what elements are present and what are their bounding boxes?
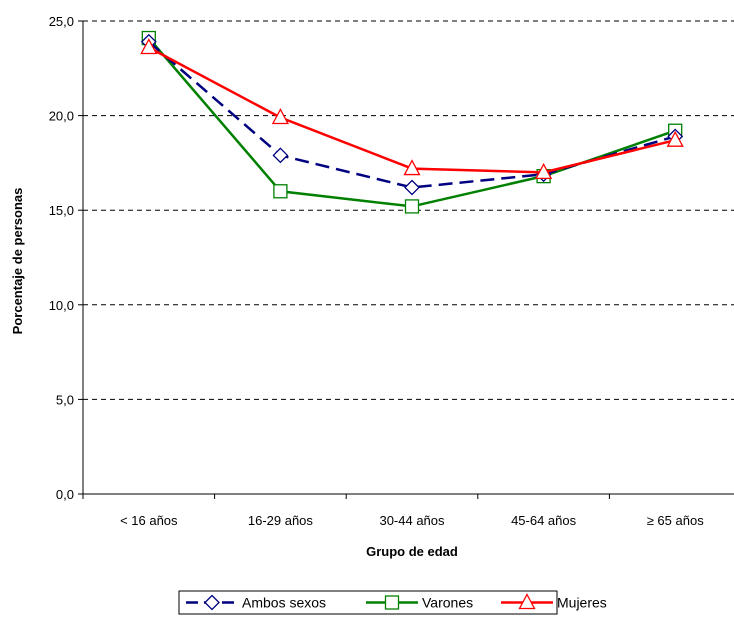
data-point-diamond	[204, 594, 220, 611]
y-tick-label: 0,0	[56, 487, 74, 502]
y-axis-title: Porcentaje de personas	[10, 188, 25, 335]
x-axis-title: Grupo de edad	[366, 544, 458, 559]
data-point-square	[404, 199, 420, 214]
y-tick-label: 5,0	[56, 392, 74, 407]
axes: 0,0 5,0 10,0 15,0 20,0 25,0 < 16 años 16-29 año…	[49, 14, 734, 528]
x-tick-label: 16-29 años	[248, 513, 314, 528]
legend-item: Mujeres	[501, 593, 607, 611]
data-point-square	[273, 184, 288, 199]
data-point-triangle	[140, 38, 158, 55]
legend-label: Varones	[422, 595, 473, 611]
x-tick-label: < 16 años	[120, 513, 178, 528]
x-tick-label: ≥ 65 años	[647, 513, 705, 528]
y-tick-label: 25,0	[49, 14, 74, 29]
legend-label: Mujeres	[557, 595, 607, 611]
data-series	[140, 30, 684, 214]
y-tick-label: 10,0	[49, 298, 74, 313]
x-tick-label: 30-44 años	[379, 513, 445, 528]
y-tick-label: 15,0	[49, 203, 74, 218]
data-point-triangle	[535, 162, 553, 180]
data-point-triangle	[518, 593, 536, 610]
legend-label: Ambos sexos	[242, 595, 326, 611]
legend-item: Ambos sexos	[186, 595, 326, 611]
data-point-diamond	[272, 147, 289, 164]
y-tick-label: 20,0	[49, 109, 74, 124]
data-point-triangle	[666, 130, 684, 147]
legend-item: Varones	[366, 595, 473, 611]
data-point-triangle	[271, 108, 289, 125]
x-tick-label: 45-64 años	[511, 513, 577, 528]
legend: Ambos sexos Varones Mujeres	[178, 590, 607, 615]
data-point-triangle	[403, 159, 421, 176]
series-line	[148, 46, 676, 174]
data-point-square	[384, 595, 400, 610]
data-point-diamond	[404, 179, 420, 196]
series-mujeres	[140, 38, 684, 180]
